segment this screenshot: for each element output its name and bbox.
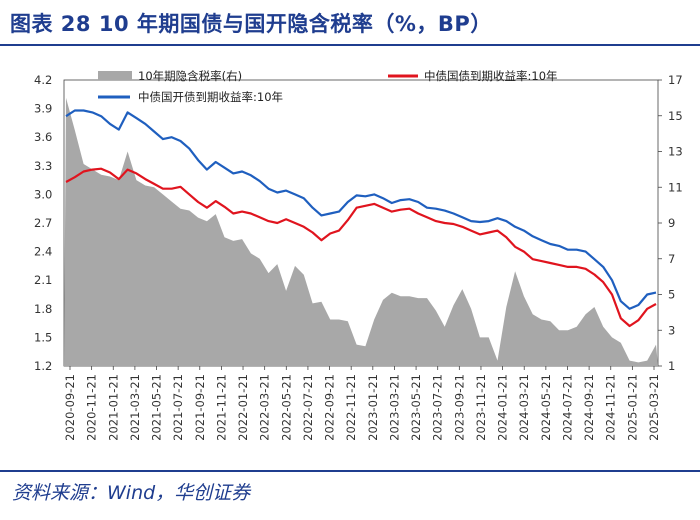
- left-axis-tick-label: 3.6: [34, 130, 52, 144]
- x-axis-tick-label: 2023-07-21: [431, 374, 445, 441]
- left-axis-tick-label: 4.2: [34, 73, 52, 87]
- x-axis-tick-label: 2024-05-21: [539, 374, 553, 441]
- legend-label-tax-rate: 10年期隐含税率(右): [138, 69, 242, 83]
- x-axis-tick-label: 2023-09-21: [452, 374, 466, 441]
- left-axis-tick-label: 3.0: [34, 187, 52, 201]
- yield-lines-layer: [65, 109, 657, 328]
- legend-label-gov-yield: 中债国债到期收益率:10年: [424, 69, 558, 83]
- x-axis-tick-label: 2020-11-21: [85, 374, 99, 441]
- x-axis-tick-label: 2023-03-21: [387, 374, 401, 441]
- gov-bond-yield-line: [65, 167, 657, 328]
- x-axis-tick-label: 2021-05-21: [150, 374, 164, 441]
- right-axis-tick-label: 11: [668, 180, 683, 194]
- right-axis-tick-label: 7: [668, 252, 675, 266]
- tax-rate-area: [64, 97, 658, 367]
- legend-label-cdb-yield: 中债国开债到期收益率:10年: [138, 90, 283, 104]
- source-note: 资料来源：Wind，华创证券: [12, 482, 251, 504]
- left-axis-tick-label: 1.5: [34, 330, 52, 344]
- x-axis-tick-label: 2021-01-21: [106, 374, 120, 441]
- x-axis-tick-label: 2024-07-21: [560, 374, 574, 441]
- figure-title: 图表 28 10 年期国债与国开隐含税率（%，BP）: [10, 12, 492, 36]
- title-divider: [0, 44, 700, 46]
- cdb-bond-yield-line: [65, 109, 657, 310]
- right-axis: 17 15 13 11 9 7 5 3 1: [658, 73, 683, 373]
- yield-tax-chart: 4.23.93.63.33.02.72.42.11.81.51.2 171513…: [34, 69, 683, 441]
- source-divider: [0, 470, 700, 472]
- x-axis-tick-label: 2023-01-21: [366, 374, 380, 441]
- right-axis-tick-label: 3: [668, 323, 675, 337]
- left-axis-tick-label: 3.9: [34, 102, 52, 116]
- left-axis-tick-label: 1.2: [34, 359, 52, 373]
- right-axis-tick-label: 1: [668, 359, 675, 373]
- x-axis-tick-label: 2020-09-21: [63, 374, 77, 441]
- x-axis-tick-label: 2024-09-21: [582, 374, 596, 441]
- left-axis-tick-label: 3.3: [34, 159, 52, 173]
- x-axis-tick-label: 2023-05-21: [409, 374, 423, 441]
- left-axis-tick-label: 2.4: [34, 245, 52, 259]
- x-axis-tick-label: 2022-03-21: [258, 374, 272, 441]
- legend-swatch-tax-rate: [98, 71, 132, 80]
- left-axis-tick-label: 2.1: [34, 273, 52, 287]
- right-axis-tick-label: 5: [668, 288, 675, 302]
- x-axis-tick-label: 2024-01-21: [496, 374, 510, 441]
- right-axis-tick-label: 17: [668, 73, 683, 87]
- x-axis-tick-label: 2023-11-21: [474, 374, 488, 441]
- right-axis-tick-label: 13: [668, 145, 683, 159]
- x-axis-tick-label: 2024-03-21: [517, 374, 531, 441]
- x-axis-tick-label: 2022-11-21: [344, 374, 358, 441]
- x-axis-tick-label: 2021-11-21: [214, 374, 228, 441]
- x-axis-tick-label: 2025-01-21: [625, 374, 639, 441]
- x-axis: 2020-09-21 2020-11-21 2021-01-21 2021-03-21…: [63, 366, 661, 441]
- right-axis-tick-label: 9: [668, 216, 675, 230]
- right-axis-tick-label: 15: [668, 109, 683, 123]
- x-axis-tick-label: 2024-11-21: [604, 374, 618, 441]
- figure-header: 图表 28 10 年期国债与国开隐含税率（%，BP）: [0, 0, 700, 44]
- tax-rate-area-layer: [64, 97, 658, 367]
- x-axis-tick-label: 2022-09-21: [323, 374, 337, 441]
- x-axis-tick-label: 2022-01-21: [236, 374, 250, 441]
- left-axis: 4.2 3.9 3.6 3.3 3.0 2.7 2.4 2.1 1.8 1.5 1.2: [34, 73, 52, 373]
- left-axis-tick-label: 1.8: [34, 302, 52, 316]
- left-axis-tick-label: 2.7: [34, 216, 52, 230]
- x-axis-tick-label: 2025-03-21: [647, 374, 661, 441]
- x-axis-tick-label: 2022-05-21: [279, 374, 293, 441]
- x-axis-tick-label: 2021-03-21: [128, 374, 142, 441]
- x-axis-tick-label: 2021-09-21: [193, 374, 207, 441]
- x-axis-tick-label: 2021-07-21: [171, 374, 185, 441]
- x-axis-tick-label: 2022-07-21: [301, 374, 315, 441]
